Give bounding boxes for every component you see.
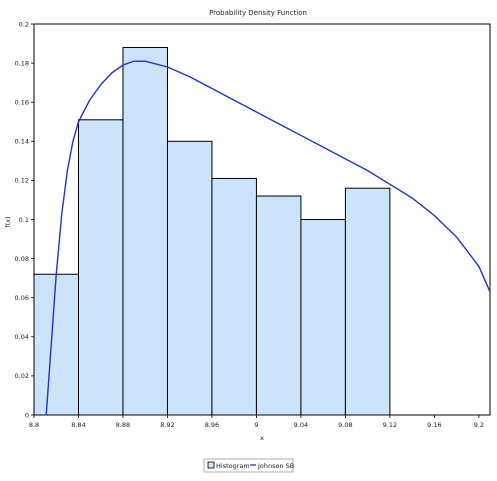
x-tick-label: 8.96	[205, 421, 219, 429]
y-axis: 0 0.02 0.04 0.06 0.08 0.1 0.12 0.14 0.16 0.18 0.2	[15, 20, 34, 419]
y-tick-label: 0.14	[15, 138, 29, 146]
y-tick-label: 0	[25, 411, 29, 419]
x-tick-label: 9.2	[474, 421, 484, 429]
y-axis-title: f(x)	[4, 216, 12, 227]
x-tick-label: 9.04	[294, 421, 308, 429]
legend: Histogram Johnson SB	[203, 458, 294, 473]
histogram-bar-2	[77, 119, 124, 416]
histogram-bar-3	[122, 46, 168, 416]
x-tick-label: 8.8	[29, 421, 39, 429]
histogram-bar-4	[166, 140, 213, 416]
y-tick-label: 0.06	[15, 294, 29, 302]
y-tick-label: 0.1	[19, 216, 29, 224]
histogram-bar-5	[211, 177, 257, 416]
x-tick-label: 9.12	[383, 421, 397, 429]
legend-histogram-label: Histogram	[216, 462, 250, 470]
x-axis: 8.8 8.84 8.88 8.92 8.96 9 9.04 9.08 9.12 9.16 9.2	[29, 415, 484, 429]
y-tick-label: 0.12	[15, 177, 29, 185]
y-tick-label: 0.16	[15, 99, 29, 107]
x-tick-label: 8.88	[116, 421, 130, 429]
y-tick-label: 0.18	[15, 59, 29, 67]
x-tick-label: 8.84	[71, 421, 85, 429]
histogram-bar-6	[255, 195, 302, 416]
histogram-bar-7	[300, 219, 346, 416]
y-tick-label: 0.04	[15, 333, 29, 341]
y-tick-label: 0.2	[19, 20, 29, 28]
legend-box	[203, 458, 294, 473]
x-tick-label: 9.16	[427, 421, 441, 429]
histogram-bar-8	[344, 187, 391, 416]
legend-histogram-swatch	[207, 461, 215, 469]
histogram-bars	[33, 46, 391, 416]
x-tick-label: 8.92	[160, 421, 174, 429]
johnson-sb-curve-layer	[45, 60, 491, 416]
x-axis-title: x	[260, 434, 264, 442]
x-tick-label: 9.08	[338, 421, 352, 429]
x-tick-label: 9	[254, 421, 258, 429]
y-tick-label: 0.08	[15, 255, 29, 263]
chart-title: Probability Density Function	[209, 9, 307, 17]
legend-johnson-sb-label: Johnson SB	[257, 462, 294, 470]
histogram-bar-1	[33, 273, 79, 416]
johnson-sb-curve	[45, 60, 491, 416]
y-tick-label: 0.02	[15, 372, 29, 380]
